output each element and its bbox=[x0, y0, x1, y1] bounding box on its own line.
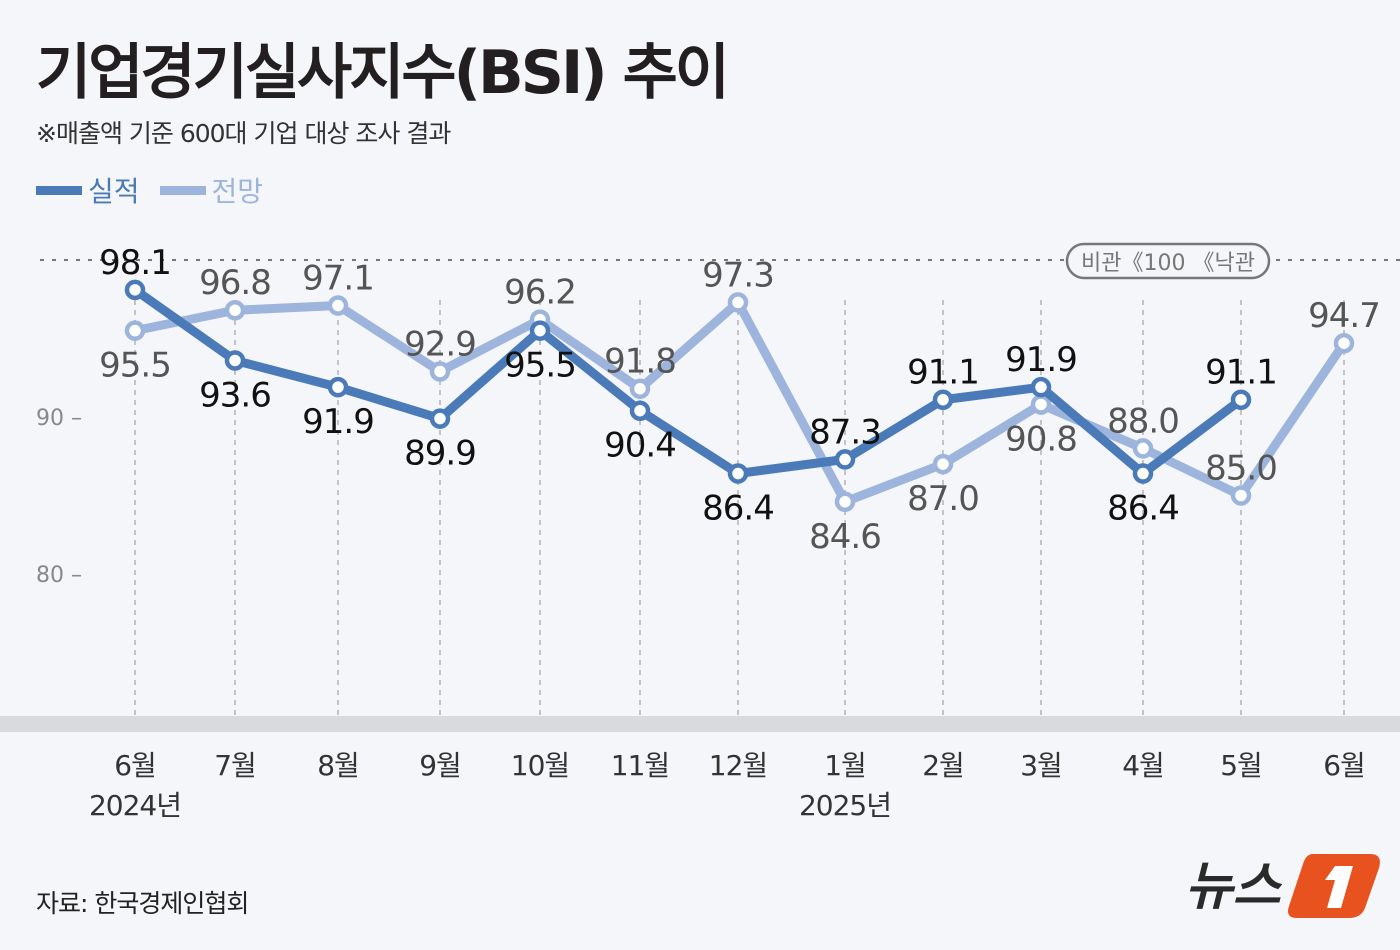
news1-logo: 뉴스 bbox=[1185, 848, 1385, 927]
x-tick-label: 6월 bbox=[114, 749, 156, 782]
data-point-actual bbox=[429, 408, 451, 429]
data-point-forecast bbox=[932, 453, 954, 475]
x-tick-label: 3월 bbox=[1020, 749, 1062, 782]
x-tick-label: 2월 bbox=[922, 749, 964, 782]
x-tick-label: 1월 bbox=[824, 749, 866, 782]
data-point-forecast bbox=[834, 491, 856, 513]
data-label-actual: 91.1 bbox=[1205, 353, 1277, 393]
data-point-actual bbox=[834, 449, 856, 470]
data-label-actual: 91.9 bbox=[302, 402, 374, 442]
data-label-actual: 95.5 bbox=[504, 346, 576, 386]
data-label-forecast: 85.0 bbox=[1205, 449, 1277, 489]
data-point-actual bbox=[727, 463, 749, 484]
data-label-actual: 90.4 bbox=[604, 426, 676, 466]
reference-badge: 비관《100 《낙관 bbox=[1065, 242, 1271, 280]
x-tick-label: 8월 bbox=[317, 749, 359, 782]
data-label-forecast: 88.0 bbox=[1107, 401, 1179, 441]
data-label-forecast: 95.5 bbox=[99, 346, 171, 386]
x-tick-label: 5월 bbox=[1220, 749, 1262, 782]
logo-text: 뉴스 bbox=[1185, 857, 1283, 917]
page-title: 기업경기실사지수(BSI) 추이 bbox=[36, 38, 730, 108]
subtitle: ※매출액 기준 600대 기업 대상 조사 결과 bbox=[36, 119, 451, 148]
data-label-forecast: 94.7 bbox=[1308, 296, 1380, 336]
source-note: 자료: 한국경제인협회 bbox=[36, 889, 249, 918]
data-point-forecast bbox=[727, 292, 749, 313]
badge-text: 비관《100 《낙관 bbox=[1081, 251, 1255, 276]
data-label-actual: 98.1 bbox=[99, 243, 171, 283]
data-label-forecast: 97.3 bbox=[702, 255, 774, 295]
legend-label-actual: 실적 bbox=[88, 175, 140, 208]
x-tick-label: 7월 bbox=[214, 749, 256, 782]
logo-one bbox=[1325, 866, 1353, 908]
series-line-actual bbox=[132, 286, 1244, 479]
y-tick-label: 80 – bbox=[36, 563, 82, 588]
data-label-actual: 91.9 bbox=[1005, 340, 1077, 380]
legend-item-actual: 실적 bbox=[36, 170, 140, 210]
data-point-actual bbox=[932, 389, 954, 410]
data-label-actual: 91.1 bbox=[907, 353, 979, 393]
y-tick-label: 90 – bbox=[36, 406, 82, 431]
data-point-actual bbox=[529, 320, 551, 341]
data-label-actual: 87.3 bbox=[809, 412, 881, 452]
data-point-forecast bbox=[1230, 485, 1252, 506]
data-label-forecast: 92.9 bbox=[404, 324, 476, 364]
x-tick-label: 11월 bbox=[611, 749, 669, 782]
data-label-actual: 86.4 bbox=[702, 489, 774, 529]
data-label-forecast: 97.1 bbox=[302, 259, 374, 299]
x-year-label: 2025년 bbox=[799, 789, 891, 822]
data-point-actual bbox=[629, 400, 651, 421]
x-tick-label: 6월 bbox=[1323, 749, 1365, 782]
data-point-forecast bbox=[224, 299, 246, 321]
data-label-forecast: 87.0 bbox=[907, 479, 979, 519]
legend-swatch-actual bbox=[36, 185, 82, 195]
data-label-forecast: 96.8 bbox=[199, 263, 271, 303]
x-tick-label: 12월 bbox=[709, 749, 767, 782]
data-point-actual bbox=[224, 350, 246, 371]
data-label-forecast: 90.8 bbox=[1005, 419, 1077, 459]
x-tick-label: 4월 bbox=[1122, 749, 1164, 782]
data-point-forecast bbox=[629, 378, 651, 399]
data-label-actual: 86.4 bbox=[1107, 489, 1179, 529]
data-label-forecast: 91.8 bbox=[604, 342, 676, 382]
data-point-actual bbox=[1030, 376, 1052, 398]
x-tick-label: 9월 bbox=[419, 749, 461, 782]
x-tick-label: 10월 bbox=[511, 749, 569, 782]
data-point-forecast bbox=[1030, 394, 1052, 415]
data-point-forecast bbox=[327, 295, 349, 316]
x-year-label: 2024년 bbox=[89, 789, 181, 822]
data-point-actual bbox=[327, 376, 349, 398]
data-point-forecast bbox=[429, 361, 451, 382]
legend: 실적 전망 bbox=[36, 170, 263, 210]
x-axis-band bbox=[0, 716, 1400, 732]
data-point-actual bbox=[1230, 389, 1252, 410]
data-label-actual: 93.6 bbox=[199, 375, 271, 415]
badge-frame bbox=[1065, 242, 1271, 280]
data-point-actual bbox=[124, 279, 146, 301]
data-point-actual bbox=[1132, 463, 1154, 484]
legend-item-forecast: 전망 bbox=[159, 170, 264, 210]
legend-swatch-forecast bbox=[159, 185, 206, 195]
data-label-forecast: 96.2 bbox=[504, 273, 576, 313]
data-point-forecast bbox=[124, 320, 146, 341]
legend-label-forecast: 전망 bbox=[211, 175, 264, 208]
data-label-actual: 89.9 bbox=[404, 434, 476, 474]
data-point-forecast bbox=[1333, 332, 1355, 354]
data-point-forecast bbox=[1132, 438, 1154, 459]
data-label-forecast: 84.6 bbox=[809, 517, 881, 557]
